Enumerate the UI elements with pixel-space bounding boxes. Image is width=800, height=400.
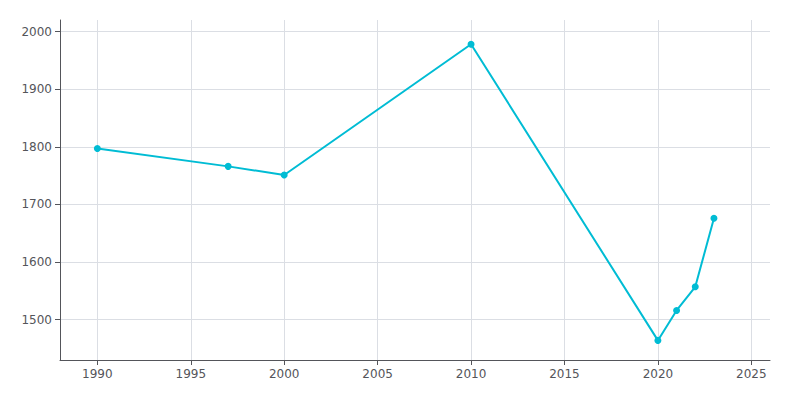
svg-text:2005: 2005 [362, 367, 393, 381]
svg-text:1600: 1600 [21, 255, 52, 269]
svg-text:2020: 2020 [643, 367, 674, 381]
svg-text:2015: 2015 [549, 367, 580, 381]
svg-text:1800: 1800 [21, 140, 52, 154]
svg-text:2000: 2000 [21, 25, 52, 39]
svg-text:1995: 1995 [176, 367, 207, 381]
svg-text:2010: 2010 [456, 367, 487, 381]
svg-text:2000: 2000 [269, 367, 300, 381]
svg-text:2025: 2025 [736, 367, 767, 381]
svg-text:1900: 1900 [21, 82, 52, 96]
svg-text:1990: 1990 [82, 367, 113, 381]
svg-text:1500: 1500 [21, 313, 52, 327]
svg-text:1700: 1700 [21, 197, 52, 211]
